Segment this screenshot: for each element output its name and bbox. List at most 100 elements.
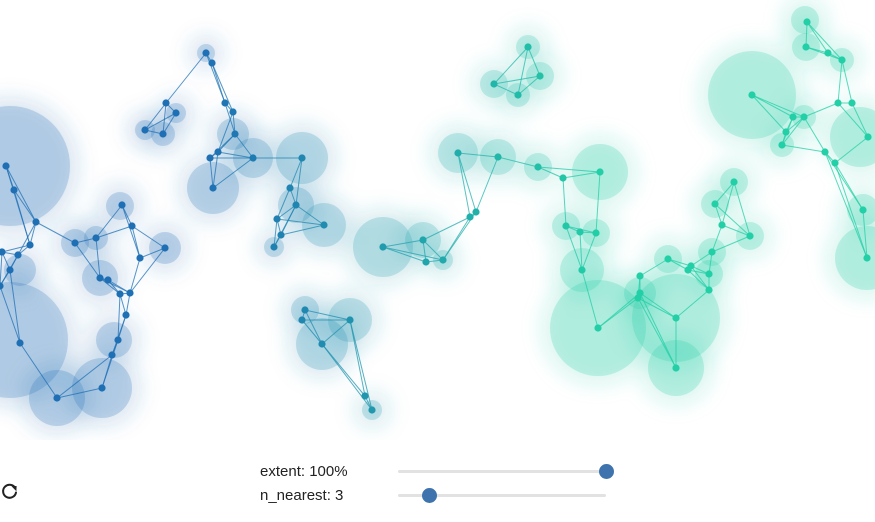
network-node [292,201,300,209]
n-nearest-slider-knob[interactable] [422,488,438,503]
network-edge [527,46,541,77]
reload-icon[interactable] [0,481,20,501]
network-edge [457,152,471,218]
network-node [270,243,278,251]
node-halo [0,282,68,398]
network-edge [129,247,166,294]
network-edge [17,221,37,256]
network-edge [690,265,710,291]
network-edge [785,116,805,133]
network-edge [581,232,597,271]
network-edge [13,189,37,223]
network-edge [273,218,278,248]
network-edge [304,309,323,345]
network-edge [639,258,669,277]
network-edge [304,309,351,321]
network-edge [493,83,519,96]
network-edge [493,46,529,85]
network-edge [806,21,829,54]
extent-slider-knob[interactable] [599,464,614,479]
network-edge [13,189,31,246]
node-halo [4,254,36,286]
network-node [318,340,326,348]
network-edge [457,152,499,158]
network-node [687,262,695,270]
network-node [114,336,122,344]
network-node [208,59,216,67]
network-node [298,154,306,162]
network-edge [805,21,808,48]
network-edge [234,133,254,159]
network-edge [95,225,133,239]
network-node [379,243,387,251]
network-edge [125,292,131,316]
network-edge [211,62,234,113]
network-node [705,270,713,278]
network-edge [144,112,177,131]
network-node [536,72,544,80]
network-edge [74,242,101,279]
network-node [562,222,570,230]
network-node [368,406,376,414]
network-node [848,99,856,107]
network-node [206,154,214,162]
network-node [831,159,839,167]
network-edge [781,144,826,153]
network-node [636,272,644,280]
network-edge [321,319,351,345]
network-node [494,153,502,161]
node-halo [835,226,875,290]
network-node [53,394,61,402]
network-node [718,221,726,229]
network-node [361,392,369,400]
network-edge [837,102,869,138]
extent-slider[interactable] [398,464,614,479]
network-edge [9,269,21,344]
network-edge [708,251,713,275]
network-node [864,133,872,141]
network-edge [276,218,325,226]
network-node [172,109,180,117]
network-edge [119,293,127,316]
network-edge [276,187,291,220]
network-node [490,80,498,88]
network-edge [851,102,869,138]
network-node [634,294,642,302]
network-node [821,148,829,156]
network-edge [165,52,207,104]
network-node [202,49,210,57]
network-node [136,254,144,262]
network-edge [711,224,723,253]
network-node [141,126,149,134]
node-halo [0,106,70,226]
n-nearest-slider[interactable] [398,488,606,503]
network-edge [517,75,541,96]
network-edge [751,94,787,133]
network-edge [639,292,677,319]
network-node [320,221,328,229]
network-node [122,311,130,319]
network-node [277,231,285,239]
network-edge [824,151,864,211]
network-edge [56,387,103,399]
network-node [419,236,427,244]
network-edge [639,292,677,369]
network-edge [131,225,141,259]
network-edge [517,46,529,96]
network-edge [0,251,3,287]
network-edge [837,59,843,104]
node-glow [0,98,78,234]
network-edge [29,221,37,246]
network-node [128,222,136,230]
network-node [422,258,430,266]
network-edge [457,152,477,213]
network-edge [493,75,541,85]
network-node [161,244,169,252]
network-edge [144,102,167,131]
network-edge [637,297,677,369]
network-node [803,18,811,26]
network-node [209,184,217,192]
network-node [159,130,167,138]
network-node [116,290,124,298]
network-edge [280,224,325,236]
